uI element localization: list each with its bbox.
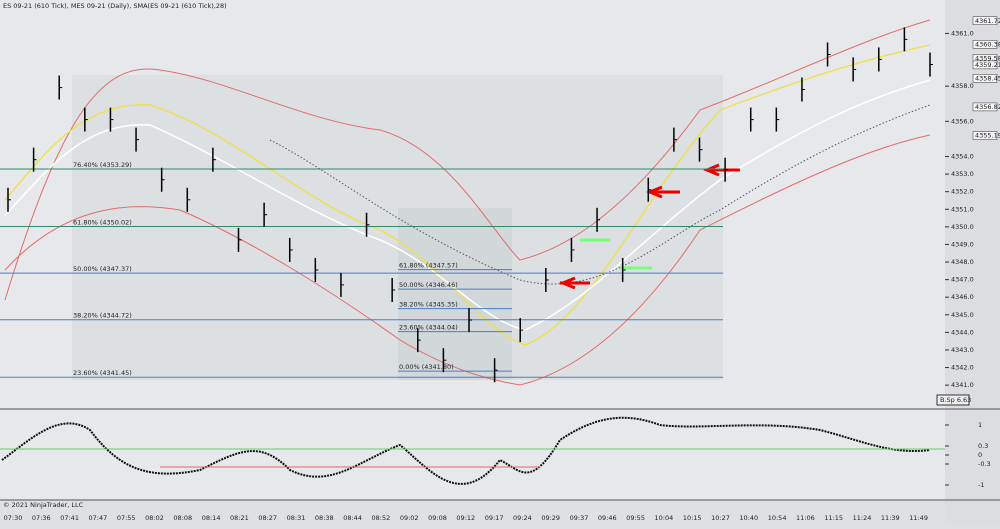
time-label: 08:38 bbox=[315, 514, 334, 522]
fib-label: 61.80% (4350.02) bbox=[73, 219, 132, 227]
indicator-pane bbox=[0, 410, 945, 500]
time-label: 10:40 bbox=[739, 514, 758, 522]
indicator-tick-label: 1 bbox=[978, 421, 982, 429]
price-tick-label: 4344.0 bbox=[951, 328, 974, 336]
time-label: 08:02 bbox=[145, 514, 164, 522]
fib-label: 0.00% (4341.80) bbox=[399, 363, 454, 371]
fib-zone bbox=[72, 75, 723, 380]
copyright: © 2021 NinjaTrader, LLC bbox=[3, 501, 84, 509]
price-marker: 4358.45 bbox=[975, 74, 1000, 82]
time-label: 09:55 bbox=[626, 514, 645, 522]
price-marker-box bbox=[972, 131, 998, 140]
fib-label: 38.20% (4344.72) bbox=[73, 312, 132, 320]
time-label: 07:47 bbox=[89, 514, 108, 522]
price-tick-label: 4350.0 bbox=[951, 223, 974, 231]
price-marker: 4360.38 bbox=[975, 40, 1000, 48]
time-label: 09:37 bbox=[570, 514, 589, 522]
time-label: 09:02 bbox=[400, 514, 419, 522]
chart-header: ES 09-21 (610 Tick), MES 09-21 (Daily), … bbox=[3, 2, 227, 10]
time-label: 08:44 bbox=[343, 514, 362, 522]
price-marker: 4359.21 bbox=[975, 61, 1000, 69]
price-tick-label: 4361.0 bbox=[951, 29, 974, 37]
price-tick-label: 4345.0 bbox=[951, 311, 974, 319]
time-label: 09:29 bbox=[541, 514, 560, 522]
time-label: 08:52 bbox=[372, 514, 391, 522]
price-tick-label: 4351.0 bbox=[951, 205, 974, 213]
time-label: 09:46 bbox=[598, 514, 617, 522]
price-tick-label: 4358.0 bbox=[951, 82, 974, 90]
price-axis-panel bbox=[945, 0, 1000, 525]
time-label: 08:14 bbox=[202, 514, 221, 522]
price-tick-label: 4342.0 bbox=[951, 364, 974, 372]
sma-line bbox=[4, 44, 931, 346]
avg-line bbox=[4, 79, 931, 331]
time-label: 07:30 bbox=[4, 514, 23, 522]
price-marker-box bbox=[972, 102, 998, 112]
price-tick-label: 4353.0 bbox=[951, 170, 974, 178]
time-label: 09:24 bbox=[513, 514, 532, 522]
time-label: 09:17 bbox=[485, 514, 504, 522]
time-label: 07:41 bbox=[60, 514, 79, 522]
price-tick-label: 4347.0 bbox=[951, 276, 974, 284]
fib-zone bbox=[398, 208, 512, 380]
time-label: 10:27 bbox=[711, 514, 730, 522]
oscillator-line bbox=[1, 416, 931, 485]
time-label: 11:24 bbox=[853, 514, 872, 522]
indicator-tick-label: 0 bbox=[978, 451, 982, 459]
price-marker-box bbox=[972, 74, 998, 83]
signal-arrow bbox=[559, 276, 590, 290]
price-tick-label: 4346.0 bbox=[951, 293, 974, 301]
time-label: 08:08 bbox=[173, 514, 192, 522]
price-tick-label: 4349.0 bbox=[951, 240, 974, 248]
time-label: 08:27 bbox=[258, 514, 277, 522]
time-label: 10:54 bbox=[768, 514, 787, 522]
time-label: 07:55 bbox=[117, 514, 136, 522]
indicator-tick-label: -1 bbox=[978, 481, 984, 489]
fib-label: 23.60% (4341.45) bbox=[73, 369, 132, 377]
time-label: 10:15 bbox=[683, 514, 702, 522]
signal-arrow bbox=[703, 163, 740, 177]
signal-arrow bbox=[646, 185, 680, 199]
indicator-tick-label: 0.3 bbox=[978, 442, 988, 450]
time-label: 11:06 bbox=[796, 514, 815, 522]
indicator-tick-label: -0.3 bbox=[978, 460, 991, 468]
lower-band bbox=[4, 134, 931, 386]
time-label: 11:39 bbox=[881, 514, 900, 522]
price-marker-box bbox=[972, 40, 998, 49]
fib-label: 76.40% (4353.29) bbox=[73, 161, 132, 169]
time-label: 11:15 bbox=[824, 514, 843, 522]
price-marker-box bbox=[972, 60, 998, 70]
time-label: 11:49 bbox=[909, 514, 928, 522]
time-label: 10:04 bbox=[655, 514, 674, 522]
fib-label: 23.60% (4344.04) bbox=[399, 324, 458, 332]
price-tick-label: 4356.0 bbox=[951, 117, 974, 125]
fib-label: 50.00% (4346.46) bbox=[399, 281, 458, 289]
badge-box bbox=[936, 394, 970, 406]
fib-label: 50.00% (4347.37) bbox=[73, 265, 132, 273]
price-tick-label: 4352.0 bbox=[951, 188, 974, 196]
price-tick-label: 4354.0 bbox=[951, 153, 974, 161]
price-tick-label: 4341.0 bbox=[951, 381, 974, 389]
badge: B.Sp 6.63 bbox=[940, 396, 971, 404]
price-marker: 4355.19 bbox=[975, 132, 1000, 140]
time-label: 07:36 bbox=[32, 514, 51, 522]
time-label: 08:21 bbox=[230, 514, 249, 522]
fib-label: 38.20% (4345.35) bbox=[399, 301, 458, 309]
upper-band bbox=[4, 19, 931, 301]
price-marker: 4361.72 bbox=[975, 17, 1000, 25]
time-label: 08:31 bbox=[287, 514, 306, 522]
price-marker-box bbox=[972, 16, 998, 26]
time-label: 09:12 bbox=[456, 514, 475, 522]
fib-label: 61.80% (4347.57) bbox=[399, 262, 458, 270]
price-marker: 4356.82 bbox=[975, 103, 1000, 111]
time-label: 09:08 bbox=[428, 514, 447, 522]
price-marker: 4359.58 bbox=[975, 54, 1000, 62]
price-tick-label: 4348.0 bbox=[951, 258, 974, 266]
price-tick-label: 4343.0 bbox=[951, 346, 974, 354]
